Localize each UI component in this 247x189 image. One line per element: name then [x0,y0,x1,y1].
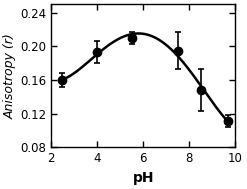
X-axis label: pH: pH [132,171,154,185]
Y-axis label: Anisotropy (r): Anisotropy (r) [4,33,17,119]
